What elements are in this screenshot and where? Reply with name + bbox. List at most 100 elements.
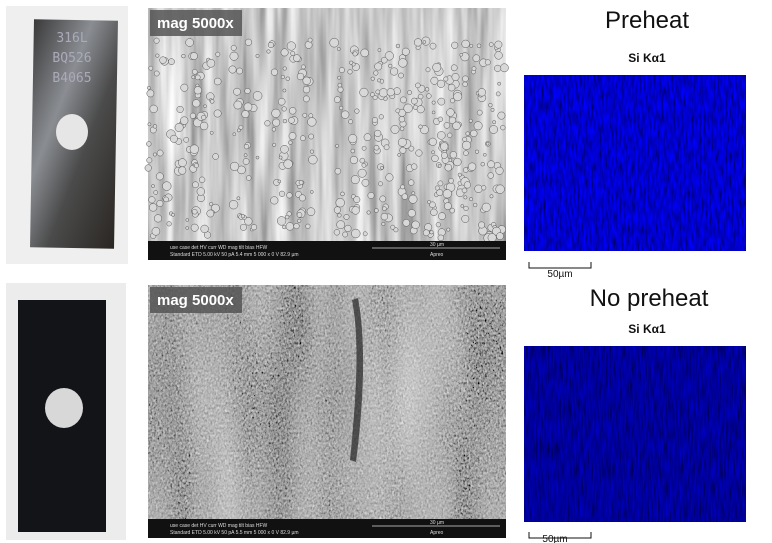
sem-particle: [272, 127, 276, 131]
sem-particle: [438, 213, 445, 220]
sem-particle: [282, 107, 287, 112]
sem-particle: [154, 38, 159, 43]
sem-particle: [147, 158, 152, 163]
sem-particle: [362, 163, 366, 167]
sem-particle: [378, 49, 381, 52]
sem-particle: [303, 86, 310, 93]
sem-particle: [437, 131, 445, 139]
sem-particle: [214, 78, 221, 85]
sem-particle: [438, 181, 443, 186]
sem-brand: Apreo: [430, 252, 444, 258]
sem-particle: [355, 109, 360, 114]
sem-particle: [339, 106, 343, 110]
sem-particle: [237, 68, 243, 74]
sem-particle: [358, 169, 366, 177]
sem-particle: [305, 41, 312, 48]
sem-particle: [498, 112, 505, 119]
sem-particle: [282, 225, 286, 229]
sem-particle: [283, 89, 286, 92]
sem-particle: [345, 225, 352, 232]
sem-particle: [303, 77, 311, 85]
sem-particle: [411, 98, 417, 104]
sem-particle: [192, 182, 198, 188]
sem-particle: [156, 54, 160, 58]
eds-element: Si Kα1: [628, 322, 666, 336]
sem-particle: [374, 209, 378, 213]
sem-particle: [192, 76, 195, 79]
sem-particle: [453, 122, 461, 130]
sem-particle: [157, 150, 163, 156]
eds-element: Si Kα1: [628, 51, 666, 65]
sem-particle: [239, 125, 243, 129]
sem-particle: [464, 196, 467, 199]
sem-particle: [201, 115, 206, 120]
sample-hole: [45, 388, 83, 428]
sem-particle: [491, 108, 494, 111]
sem-particle: [351, 175, 359, 183]
sem-particle: [374, 71, 379, 76]
sem-particle: [285, 215, 289, 219]
sem-particle: [338, 83, 342, 87]
sem-particle: [444, 77, 448, 81]
sem-particle: [398, 59, 407, 68]
sem-particle: [382, 207, 386, 211]
sem-particle: [448, 84, 455, 91]
sem-particle: [289, 107, 296, 114]
sem-particle: [301, 65, 305, 69]
sem-particle: [363, 232, 367, 236]
sem-particle: [271, 69, 278, 76]
sem-particle: [273, 143, 276, 146]
sem-particle: [168, 59, 174, 65]
sem-particle: [309, 134, 314, 139]
sem-particle: [289, 117, 295, 123]
sem-particle: [147, 90, 154, 97]
sem-particle: [351, 149, 355, 153]
sem-particle: [440, 143, 448, 151]
sem-particle: [271, 197, 279, 205]
sem-particle: [429, 138, 437, 146]
eds-texture: [524, 346, 746, 522]
sem-particle: [297, 212, 302, 217]
sem-particle: [468, 163, 476, 171]
sem-particle: [481, 162, 485, 166]
sem-particle: [454, 158, 462, 166]
sem-particle: [389, 64, 393, 68]
sem-particle: [286, 77, 290, 81]
sem-scale: 30 µm: [430, 520, 444, 526]
sem-particle: [447, 228, 450, 231]
sem-particle: [330, 38, 339, 47]
sem-particle: [147, 86, 150, 89]
sem-particle: [447, 109, 455, 117]
sem-particle: [278, 98, 285, 105]
sem-particle: [207, 210, 214, 217]
sem-particle: [178, 167, 186, 175]
sem-particle: [279, 156, 282, 159]
sem-particle: [432, 101, 435, 104]
sem-particle: [149, 204, 157, 212]
sem-particle: [193, 100, 201, 108]
sem-particle: [411, 164, 417, 170]
sem-particle: [380, 196, 386, 202]
sem-particle: [170, 135, 177, 142]
sem-particle: [284, 160, 293, 169]
sem-particle: [464, 182, 471, 189]
sem-particle: [307, 118, 316, 127]
sem-particle: [489, 103, 493, 107]
sem-particle: [253, 91, 262, 100]
sem-particle: [352, 207, 360, 215]
sem-particle: [310, 190, 313, 193]
sem-brand: Apreo: [430, 530, 444, 536]
sem-particle: [337, 221, 345, 229]
sem-particle: [277, 217, 286, 226]
sem-particle: [474, 122, 482, 130]
sem-particle: [450, 151, 457, 158]
sem-particle: [495, 52, 503, 60]
sem-particle: [414, 39, 422, 47]
sem-particle: [177, 106, 184, 113]
databar-header: use case det HV curr WD mag tilt bias HF…: [170, 523, 268, 529]
figure: 316LBQ526B4065 mag 5000x use case det HV…: [0, 0, 772, 543]
sem-particle: [210, 99, 214, 103]
sem-particle: [419, 125, 423, 129]
sem-particle: [472, 67, 476, 71]
sem-particle: [337, 47, 340, 50]
